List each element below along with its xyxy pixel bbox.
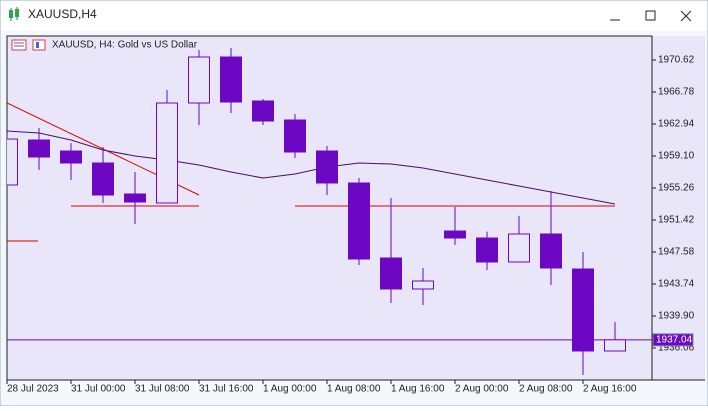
- candle-body: [476, 237, 498, 263]
- candle-body: [444, 230, 466, 239]
- candle-body: [284, 119, 306, 153]
- candle-body: [316, 150, 338, 184]
- candle-body: [92, 162, 114, 196]
- y-tick-label: 1936.06: [658, 343, 695, 354]
- plot: [7, 48, 652, 375]
- x-tick-label: 31 Jul 16:00: [199, 384, 254, 395]
- y-tick-label: 1970.62: [658, 55, 695, 66]
- candle-body: [7, 138, 18, 186]
- x-tick-label: 28 Jul 2023: [7, 384, 59, 395]
- candle-body: [348, 182, 370, 260]
- candle-body: [604, 339, 626, 352]
- x-tick-label: 31 Jul 00:00: [71, 384, 126, 395]
- x-tick-label: 31 Jul 08:00: [135, 384, 190, 395]
- candle-body: [572, 268, 594, 352]
- y-tick-label: 1939.90: [658, 311, 695, 322]
- chart-icons[interactable]: [11, 39, 46, 51]
- y-tick-label: 1943.74: [658, 279, 695, 290]
- window-icon: [9, 7, 19, 21]
- y-tick-label: 1962.94: [658, 119, 695, 130]
- candle-body: [28, 139, 50, 158]
- window-title: XAUUSD,H4: [28, 7, 97, 21]
- candle-body: [188, 56, 210, 104]
- y-tick-label: 1947.58: [658, 247, 695, 258]
- candle-body: [60, 150, 82, 164]
- y-tick-label: 1959.10: [658, 151, 695, 162]
- x-tick-label: 2 Aug 08:00: [519, 384, 573, 395]
- last-price-box: [652, 333, 694, 347]
- candle-body: [156, 102, 178, 204]
- candle-body: [124, 193, 146, 203]
- y-tick-label: 1966.78: [658, 87, 695, 98]
- close-button[interactable]: [680, 10, 692, 22]
- title-bar: [1, 1, 707, 31]
- candle-body: [252, 100, 274, 122]
- x-tick-label: 2 Aug 16:00: [583, 384, 637, 395]
- x-tick-label: 1 Aug 00:00: [263, 384, 317, 395]
- maximize-button[interactable]: [645, 10, 656, 21]
- moving-average: [7, 130, 616, 205]
- x-tick-label: 1 Aug 08:00: [327, 384, 381, 395]
- y-tick-label: 1955.26: [658, 183, 695, 194]
- x-tick-label: 1 Aug 16:00: [391, 384, 445, 395]
- candle-body: [380, 257, 402, 290]
- last-price-label: 1937.04: [656, 334, 693, 345]
- candle-body: [220, 56, 242, 103]
- candle-body: [540, 233, 562, 269]
- chart-title: XAUUSD, H4: Gold vs US Dollar: [52, 40, 198, 51]
- x-tick-label: 2 Aug 00:00: [455, 384, 509, 395]
- y-tick-label: 1951.42: [658, 215, 695, 226]
- candle-body: [508, 233, 530, 263]
- candle-body: [412, 280, 434, 290]
